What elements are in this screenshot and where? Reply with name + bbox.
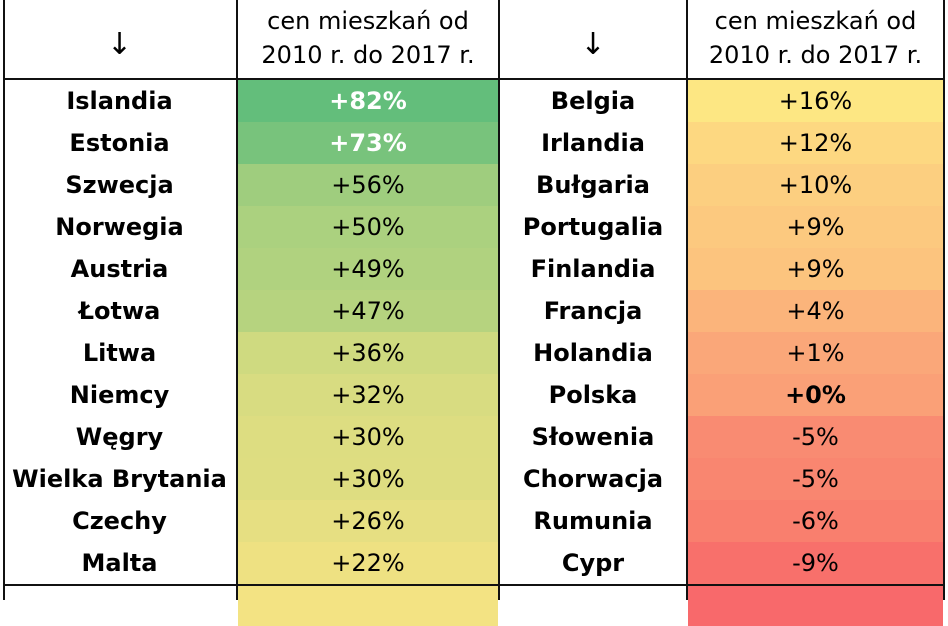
value-cell: +4% xyxy=(688,290,943,332)
value-cell: +30% xyxy=(238,416,498,458)
country-label: Łotwa xyxy=(78,297,161,325)
row-divider xyxy=(3,78,945,80)
value-cell: +36% xyxy=(238,332,498,374)
country-label: Francja xyxy=(543,297,643,325)
value-cell: +9% xyxy=(688,248,943,290)
country-label: Malta xyxy=(81,549,158,577)
sort-arrow-icon: ↓ xyxy=(106,27,133,62)
value-cell: +50% xyxy=(238,206,498,248)
column-divider xyxy=(943,0,945,600)
header-right-value-line1: cen mieszkań od xyxy=(714,7,917,35)
value-cell: +16% xyxy=(688,80,943,122)
header-right-value-line2: 2010 r. do 2017 r. xyxy=(708,41,923,69)
country-label: Chorwacja xyxy=(522,465,664,493)
country-label: Islandia xyxy=(66,87,173,115)
value-cell: +0% xyxy=(688,374,943,416)
value-cell-partial xyxy=(238,584,498,626)
value-cell: +1% xyxy=(688,332,943,374)
country-label: Norwegia xyxy=(55,213,184,241)
sort-arrow-icon: ↓ xyxy=(580,27,606,62)
country-label: Szwecja xyxy=(65,171,174,199)
country-label: Portugalia xyxy=(522,213,664,241)
country-label: Czechy xyxy=(72,507,167,535)
value-cell-partial xyxy=(688,584,943,626)
header-left-value-line2: 2010 r. do 2017 r. xyxy=(261,41,475,69)
country-label: Irlandia xyxy=(541,129,645,157)
country-label: Estonia xyxy=(69,129,170,157)
value-cell: +82% xyxy=(238,80,498,122)
value-cell: +12% xyxy=(688,122,943,164)
header-right-country: ↓ xyxy=(500,0,686,78)
value-cell: -9% xyxy=(688,542,943,584)
value-cell: +47% xyxy=(238,290,498,332)
value-cell: +26% xyxy=(238,500,498,542)
country-label: Wielka Brytania xyxy=(12,465,227,493)
price-change-table: ↓ cen mieszkań od 2010 r. do 2017 r. ↓ c… xyxy=(3,0,945,626)
column-divider xyxy=(686,0,688,600)
value-cell: +56% xyxy=(238,164,498,206)
row-divider xyxy=(3,584,945,586)
country-label: Polska xyxy=(548,381,638,409)
country-label: Holandia xyxy=(533,339,653,367)
value-cell: +73% xyxy=(238,122,498,164)
value-cell: -5% xyxy=(688,458,943,500)
country-label: Litwa xyxy=(82,339,157,367)
column-divider xyxy=(498,0,500,600)
value-cell: +32% xyxy=(238,374,498,416)
country-label: Słowenia xyxy=(531,423,655,451)
header-left-country: ↓ xyxy=(3,0,236,78)
country-label: Finlandia xyxy=(530,255,656,283)
country-label: Cypr xyxy=(561,549,625,577)
value-cell: +22% xyxy=(238,542,498,584)
value-cell: -6% xyxy=(688,500,943,542)
country-label: Węgry xyxy=(75,423,164,451)
column-divider xyxy=(3,0,5,600)
column-divider xyxy=(236,0,238,600)
value-cell: +30% xyxy=(238,458,498,500)
country-label: Niemcy xyxy=(69,381,170,409)
header-right-value: cen mieszkań od 2010 r. do 2017 r. xyxy=(688,0,943,78)
value-cell: -5% xyxy=(688,416,943,458)
value-cell: +9% xyxy=(688,206,943,248)
header-left-value: cen mieszkań od 2010 r. do 2017 r. xyxy=(238,0,498,78)
header-left-value-line1: cen mieszkań od xyxy=(267,7,469,35)
country-label: Belgia xyxy=(550,87,636,115)
country-label: Austria xyxy=(70,255,169,283)
country-label: Rumunia xyxy=(533,507,653,535)
value-cell: +10% xyxy=(688,164,943,206)
country-label: Bułgaria xyxy=(536,171,650,199)
value-cell: +49% xyxy=(238,248,498,290)
